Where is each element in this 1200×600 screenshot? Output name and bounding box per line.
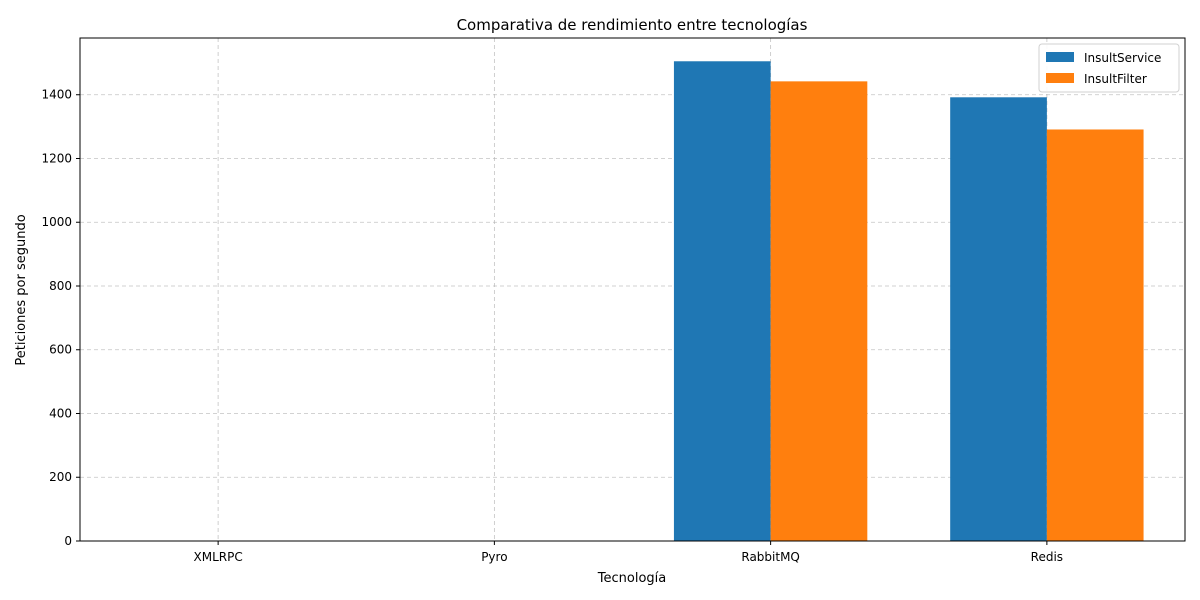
y-tick-label: 400 [49,406,72,420]
bar-insultfilter-redis [1046,129,1144,541]
y-tick-label: 1400 [41,88,72,102]
legend-label: InsultFilter [1084,72,1147,86]
legend-swatch [1046,52,1074,62]
legend-swatch [1046,73,1074,83]
chart-title: Comparativa de rendimiento entre tecnolo… [457,16,808,34]
bar-insultservice-rabbitmq [673,61,771,542]
x-tick-label: Pyro [481,550,507,564]
bar-insultservice-redis [950,97,1047,541]
x-tick-label: RabbitMQ [741,550,800,564]
plot-area-frame [79,37,1186,542]
legend: InsultService InsultFilter [1038,43,1180,93]
y-tick-label: 800 [49,279,72,293]
x-axis-label: Tecnología [597,571,666,586]
bars [673,61,1144,542]
y-tick-label: 600 [49,343,72,357]
y-tick-label: 1200 [41,151,72,165]
x-tick-label: XMLRPC [194,550,243,564]
y-tick-label: 1000 [41,215,72,229]
legend-label: InsultService [1084,51,1161,65]
axis-ticks: 0 200 400 600 800 1000 1200 1400 XMLRPC Pyro Rabbi… [41,88,1063,564]
y-axis-label: Peticiones por segundo [14,214,29,365]
y-tick-label: 200 [49,470,72,484]
bar-insultfilter-rabbitmq [770,81,868,541]
y-tick-label: 0 [64,534,72,548]
x-tick-label: Redis [1031,550,1063,564]
